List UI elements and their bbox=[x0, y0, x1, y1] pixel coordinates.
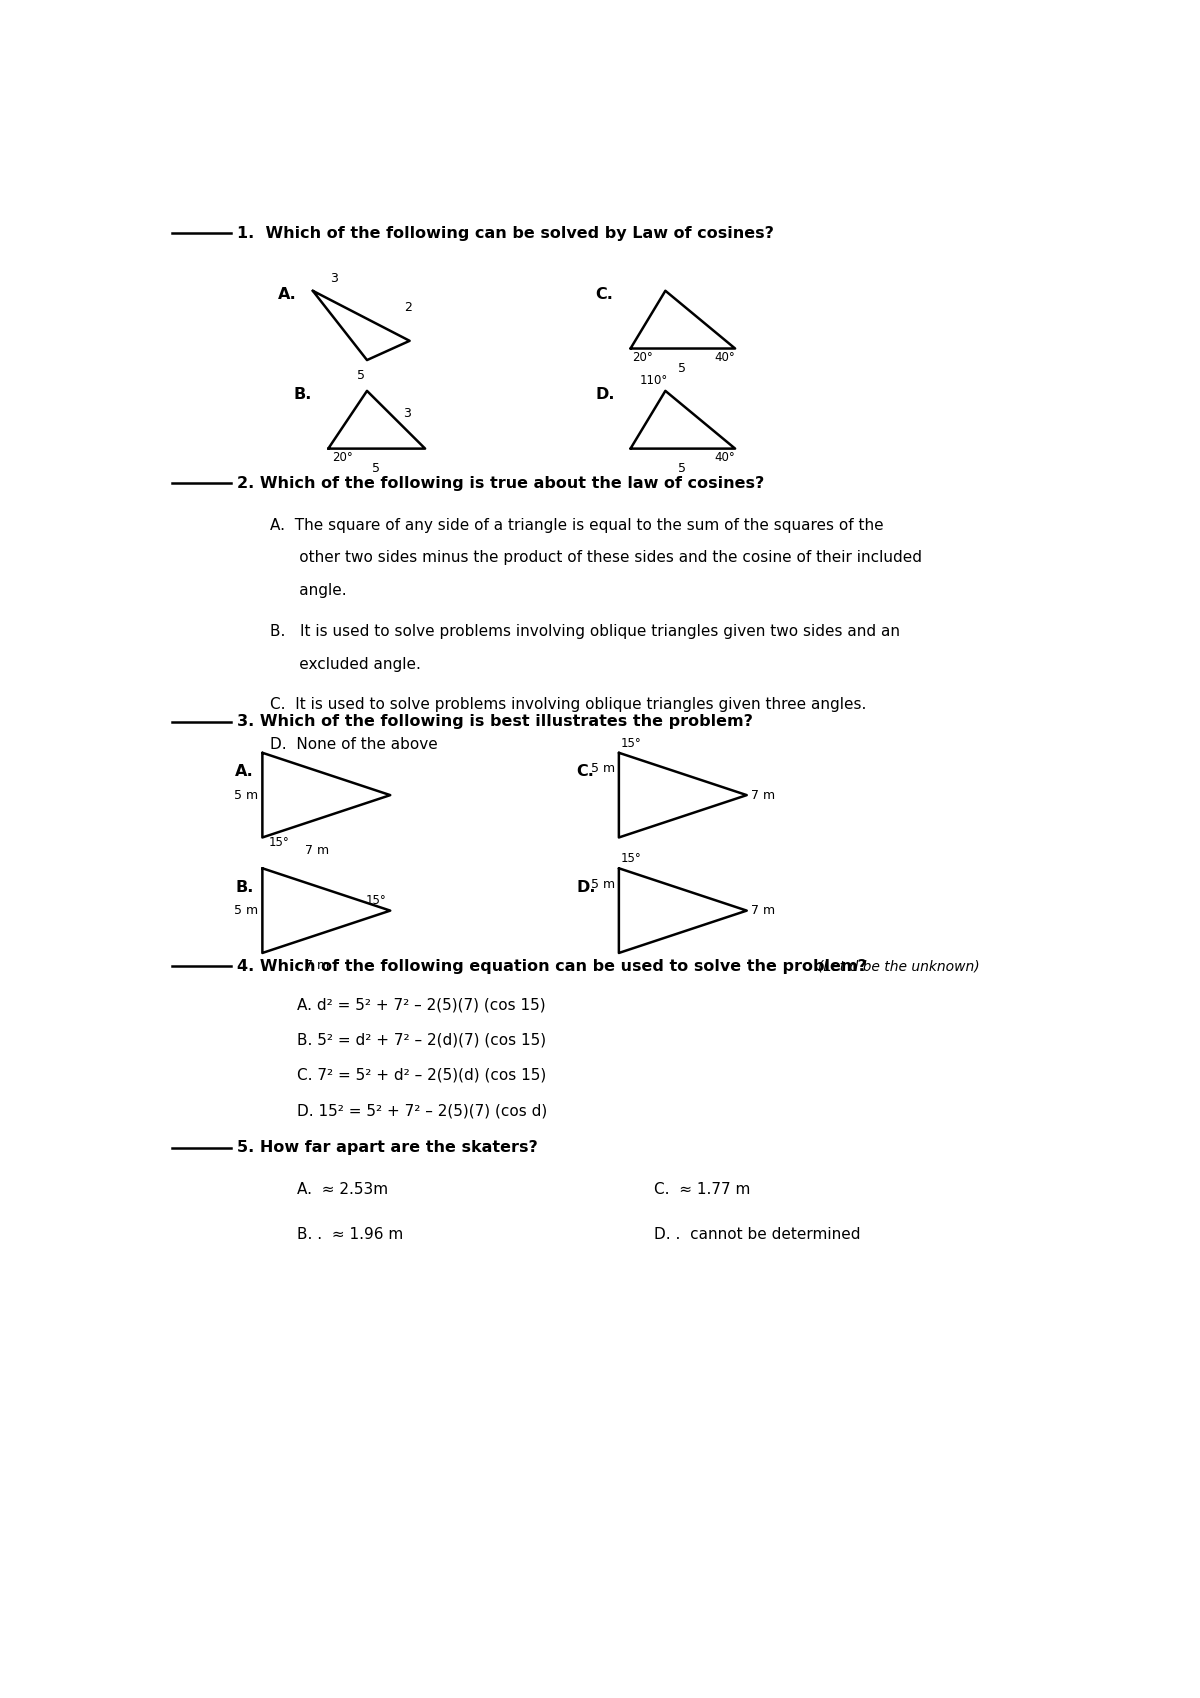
Text: 40°: 40° bbox=[714, 452, 734, 464]
Text: 5 m: 5 m bbox=[234, 788, 258, 801]
Text: A.: A. bbox=[235, 764, 254, 779]
Text: 4. Which of the following equation can be used to solve the problem?: 4. Which of the following equation can b… bbox=[236, 959, 866, 973]
Text: A.: A. bbox=[278, 287, 296, 302]
Text: 5: 5 bbox=[678, 462, 686, 475]
Text: 7 m: 7 m bbox=[305, 959, 329, 973]
Text: D.: D. bbox=[595, 387, 616, 402]
Text: B.   It is used to solve problems involving oblique triangles given two sides an: B. It is used to solve problems involvin… bbox=[270, 625, 900, 640]
Text: 5: 5 bbox=[372, 462, 380, 475]
Text: B. 5² = d² + 7² – 2(d)(7) (cos 15): B. 5² = d² + 7² – 2(d)(7) (cos 15) bbox=[298, 1032, 546, 1048]
Text: B.: B. bbox=[235, 880, 253, 895]
Text: A.  The square of any side of a triangle is equal to the sum of the squares of t: A. The square of any side of a triangle … bbox=[270, 518, 883, 533]
Text: 5 m: 5 m bbox=[590, 762, 616, 774]
Text: 2: 2 bbox=[404, 301, 412, 314]
Text: 40°: 40° bbox=[714, 351, 734, 363]
Text: angle.: angle. bbox=[270, 582, 347, 598]
Text: 15°: 15° bbox=[620, 737, 641, 751]
Text: (Let d be the unknown): (Let d be the unknown) bbox=[818, 959, 979, 973]
Text: 5 m: 5 m bbox=[590, 878, 616, 890]
Text: 2. Which of the following is true about the law of cosines?: 2. Which of the following is true about … bbox=[236, 475, 764, 491]
Text: C.  ≈ 1.77 m: C. ≈ 1.77 m bbox=[654, 1182, 750, 1197]
Text: D.: D. bbox=[576, 880, 595, 895]
Text: other two sides minus the product of these sides and the cosine of their include: other two sides minus the product of the… bbox=[270, 550, 922, 565]
Text: 3: 3 bbox=[403, 408, 412, 421]
Text: 5: 5 bbox=[678, 362, 686, 375]
Text: C. 7² = 5² + d² – 2(5)(d) (cos 15): C. 7² = 5² + d² – 2(5)(d) (cos 15) bbox=[298, 1068, 546, 1083]
Text: C.: C. bbox=[595, 287, 613, 302]
Text: 3. Which of the following is best illustrates the problem?: 3. Which of the following is best illust… bbox=[236, 715, 752, 730]
Text: C.: C. bbox=[576, 764, 594, 779]
Text: 3: 3 bbox=[330, 272, 338, 285]
Text: 1.  Which of the following can be solved by Law of cosines?: 1. Which of the following can be solved … bbox=[236, 226, 774, 241]
Text: 7 m: 7 m bbox=[751, 788, 775, 801]
Text: 7 m: 7 m bbox=[305, 844, 329, 856]
Text: 110°: 110° bbox=[640, 374, 668, 387]
Text: 5: 5 bbox=[356, 368, 365, 382]
Text: 15°: 15° bbox=[620, 852, 641, 866]
Text: C.  It is used to solve problems involving oblique triangles given three angles.: C. It is used to solve problems involvin… bbox=[270, 696, 866, 711]
Text: A. d² = 5² + 7² – 2(5)(7) (cos 15): A. d² = 5² + 7² – 2(5)(7) (cos 15) bbox=[298, 997, 546, 1012]
Text: 5. How far apart are the skaters?: 5. How far apart are the skaters? bbox=[236, 1141, 538, 1155]
Text: D.  None of the above: D. None of the above bbox=[270, 737, 438, 752]
Text: 5 m: 5 m bbox=[234, 903, 258, 917]
Text: 20°: 20° bbox=[632, 351, 653, 363]
Text: excluded angle.: excluded angle. bbox=[270, 657, 421, 672]
Text: 20°: 20° bbox=[332, 452, 353, 464]
Text: A.  ≈ 2.53m: A. ≈ 2.53m bbox=[298, 1182, 389, 1197]
Text: 15°: 15° bbox=[366, 893, 386, 907]
Text: B.: B. bbox=[293, 387, 312, 402]
Text: D. .  cannot be determined: D. . cannot be determined bbox=[654, 1226, 860, 1241]
Text: 15°: 15° bbox=[269, 835, 289, 849]
Text: 7 m: 7 m bbox=[751, 903, 775, 917]
Text: B. .  ≈ 1.96 m: B. . ≈ 1.96 m bbox=[298, 1226, 403, 1241]
Text: D. 15² = 5² + 7² – 2(5)(7) (cos d): D. 15² = 5² + 7² – 2(5)(7) (cos d) bbox=[298, 1104, 547, 1119]
